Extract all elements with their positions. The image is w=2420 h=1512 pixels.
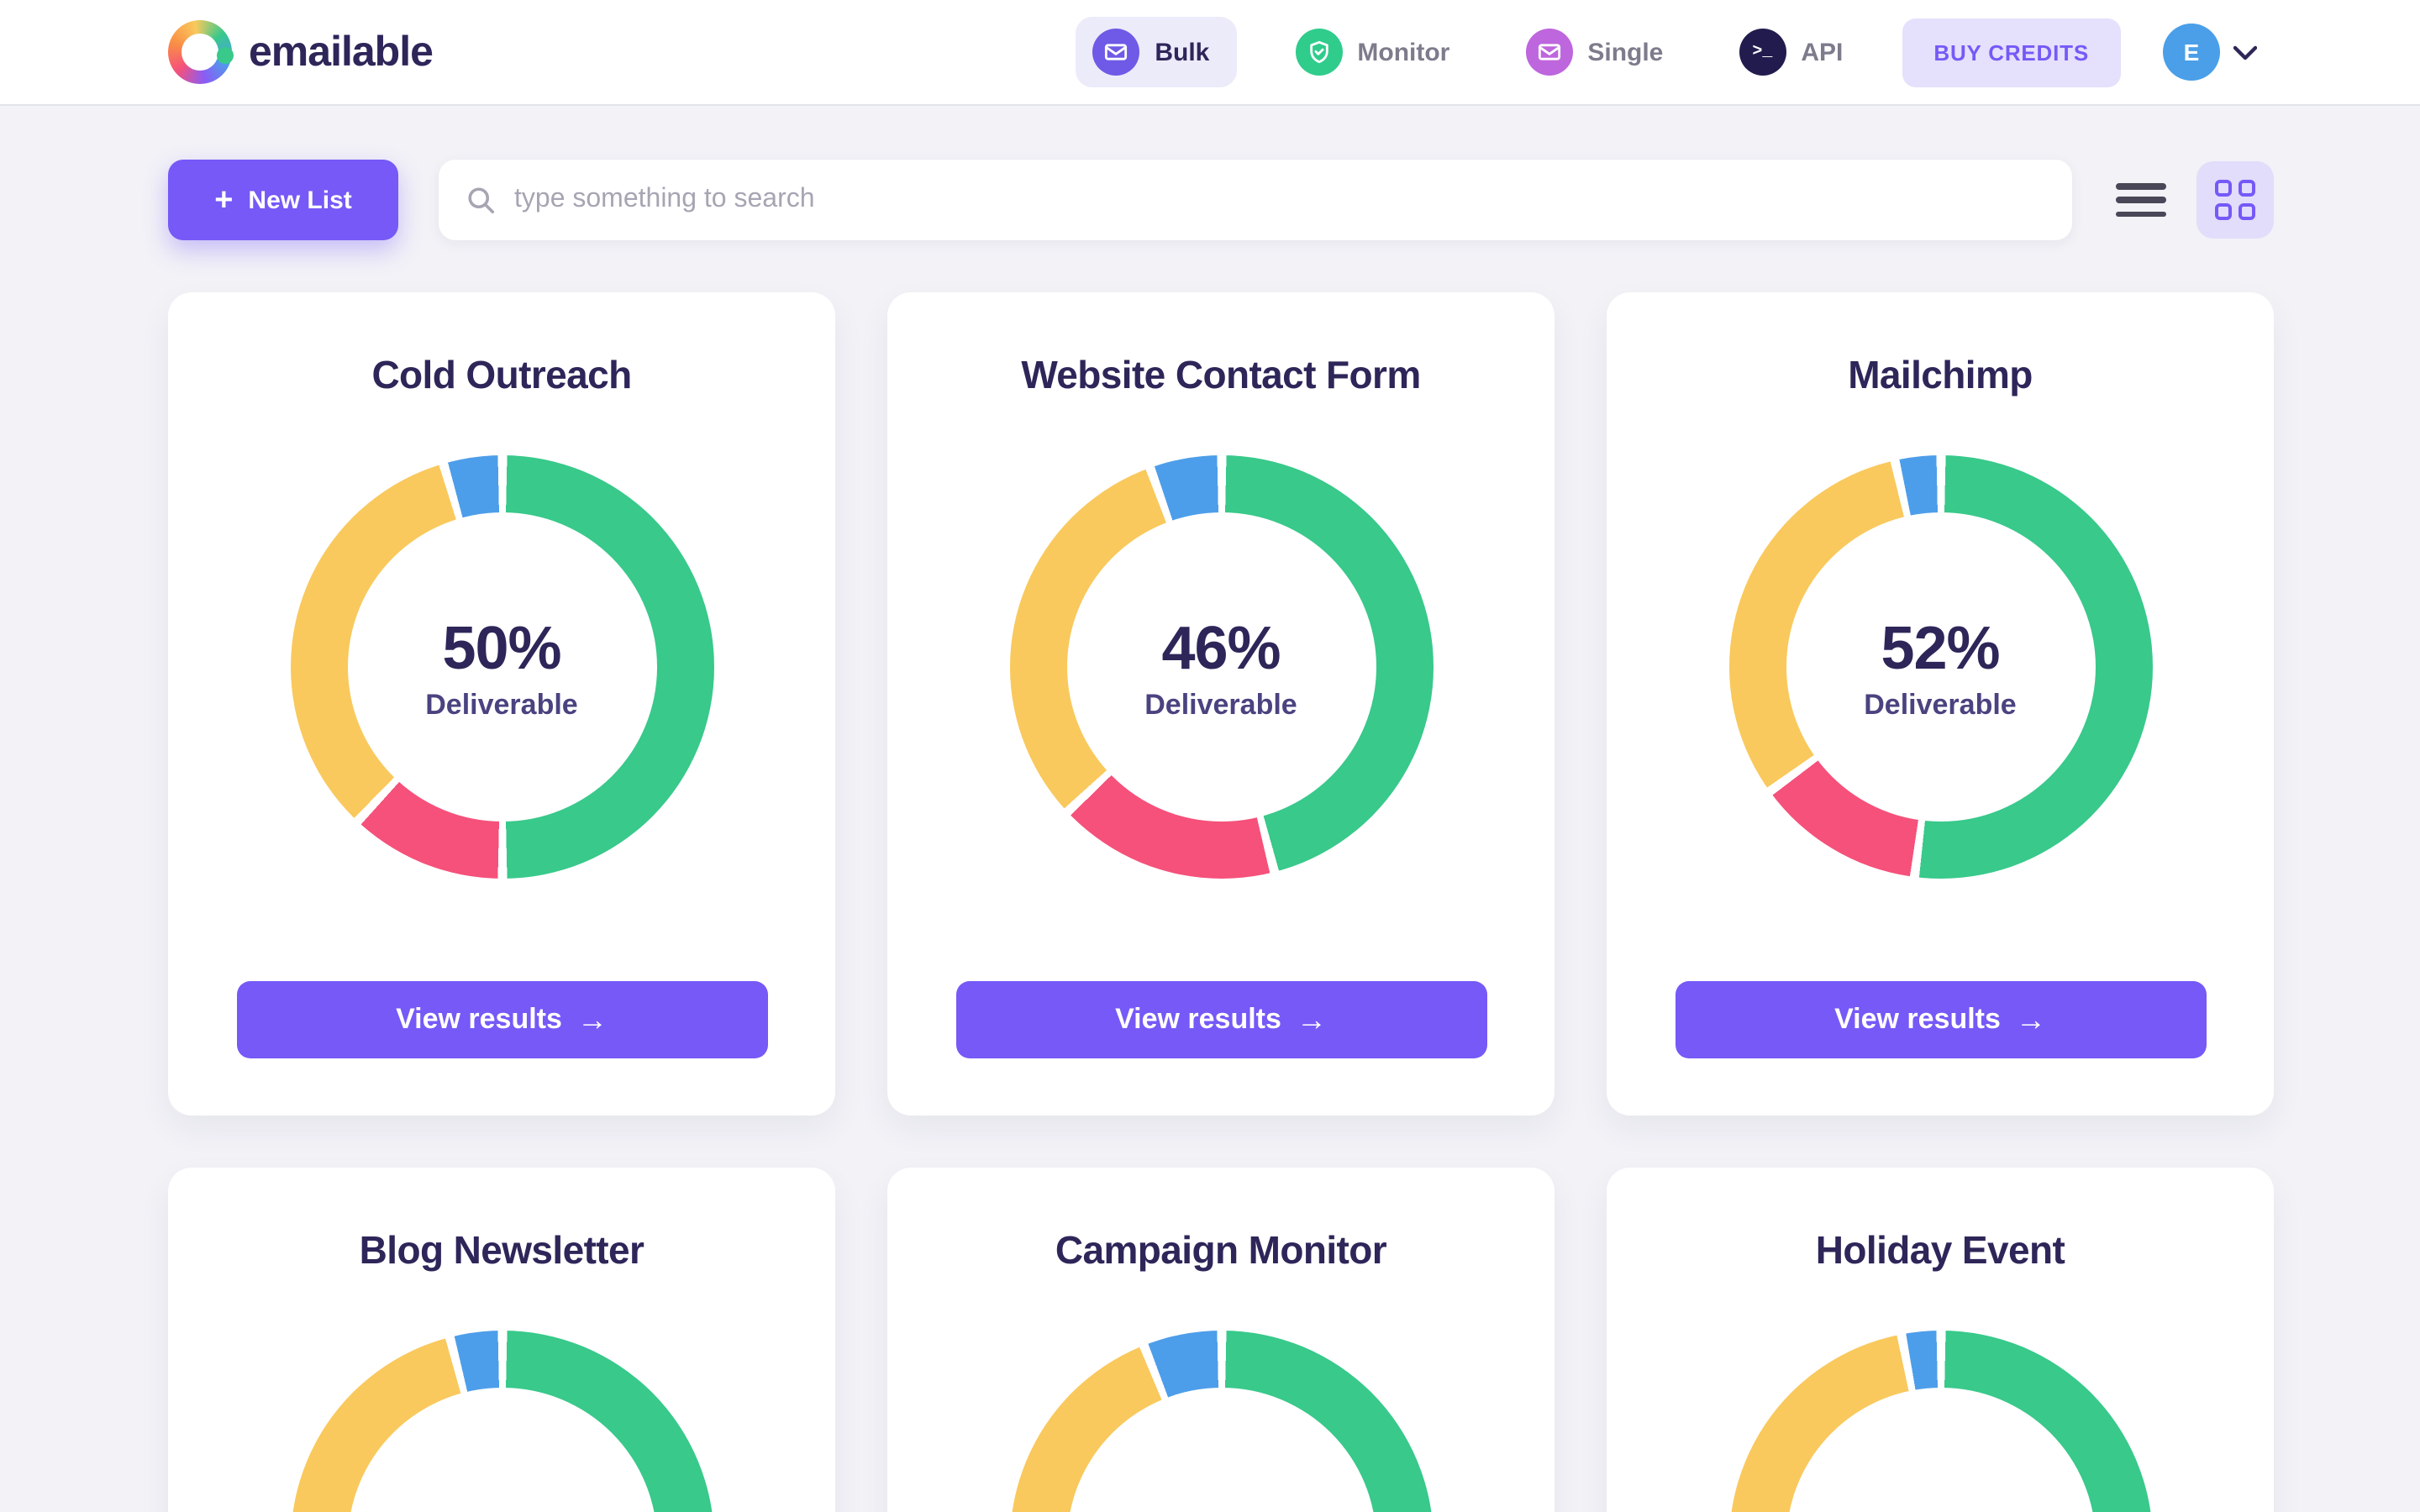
bulk-envelope-icon (1092, 29, 1140, 76)
deliverable-percentage: 52% (1881, 612, 2000, 681)
nav-item-label: Monitor (1357, 38, 1450, 66)
list-card: Blog Newsletter View results → (168, 1168, 835, 1512)
nav-item-label: Single (1587, 38, 1664, 66)
new-list-label: New List (248, 186, 352, 214)
nav-item-label: Bulk (1155, 38, 1210, 66)
deliverable-percentage: 50% (442, 612, 561, 681)
arrow-right-icon: → (2015, 1003, 2046, 1037)
plus-icon: + (214, 182, 234, 218)
avatar: E (2163, 24, 2220, 81)
search-icon (468, 187, 495, 214)
nav-item-single[interactable]: Single (1508, 17, 1680, 87)
view-results-button[interactable]: View results → (1675, 981, 2206, 1058)
nav-item-bulk[interactable]: Bulk (1076, 17, 1237, 87)
grid-view-button[interactable] (2196, 161, 2274, 239)
view-toggles (2116, 161, 2274, 239)
navbar-menu: Bulk Monitor Single >_ API BUY CREDITS (1076, 17, 2257, 87)
chevron-down-icon (2233, 45, 2257, 60)
deliverability-donut-chart: 46% Deliverable (1009, 455, 1433, 879)
nav-item-label: API (1801, 38, 1844, 66)
donut-center (347, 1388, 656, 1512)
list-card: Website Contact Form 46% Deliverable Vie… (887, 292, 1555, 1116)
account-menu[interactable]: E (2163, 24, 2257, 81)
arrow-right-icon: → (1296, 1003, 1327, 1037)
search-input[interactable] (514, 185, 2045, 215)
list-title: Mailchimp (1848, 353, 2033, 396)
buy-credits-button[interactable]: BUY CREDITS (1902, 18, 2121, 87)
view-results-label: View results (1115, 1003, 1281, 1035)
list-view-button[interactable] (2116, 180, 2166, 220)
brand-name: emailable (249, 28, 434, 75)
donut-center: 52% Deliverable (1786, 512, 2095, 822)
list-title: Holiday Event (1815, 1228, 2065, 1272)
list-title: Blog Newsletter (359, 1228, 644, 1272)
envelope-icon (1525, 29, 1573, 76)
lists-grid: Cold Outreach 50% Deliverable View resul… (168, 292, 2274, 1512)
donut-center (1786, 1388, 2095, 1512)
list-title: Website Contact Form (1021, 353, 1421, 396)
list-card: Campaign Monitor View results → (887, 1168, 1555, 1512)
terminal-icon: >_ (1739, 29, 1786, 76)
emailable-logo-icon (168, 20, 234, 84)
arrow-right-icon: → (576, 1003, 608, 1037)
new-list-button[interactable]: + New List (168, 160, 398, 240)
deliverability-donut-chart (1728, 1331, 2152, 1512)
list-card: Cold Outreach 50% Deliverable View resul… (168, 292, 835, 1116)
view-results-label: View results (1834, 1003, 2001, 1035)
deliverable-label: Deliverable (1864, 688, 2017, 720)
list-toolbar: + New List (168, 160, 2274, 240)
nav-item-api[interactable]: >_ API (1722, 17, 1860, 87)
deliverable-percentage: 46% (1161, 612, 1281, 681)
list-title: Cold Outreach (371, 353, 632, 396)
deliverability-donut-chart: 52% Deliverable (1728, 455, 2152, 879)
deliverable-label: Deliverable (425, 688, 578, 720)
donut-center (1066, 1388, 1376, 1512)
donut-center: 50% Deliverable (347, 512, 656, 822)
list-title: Campaign Monitor (1055, 1228, 1387, 1272)
view-results-button[interactable]: View results → (955, 981, 1486, 1058)
list-card: Holiday Event View results → (1607, 1168, 2274, 1512)
deliverability-donut-chart (1009, 1331, 1433, 1512)
shield-check-icon (1295, 29, 1343, 76)
nav-item-monitor[interactable]: Monitor (1278, 17, 1466, 87)
donut-center: 46% Deliverable (1066, 512, 1376, 822)
view-results-button[interactable]: View results → (236, 981, 767, 1058)
deliverability-donut-chart: 50% Deliverable (290, 455, 713, 879)
brand-logo[interactable]: emailable (168, 20, 434, 84)
top-navbar: emailable Bulk Monitor Single (0, 0, 2420, 104)
deliverable-label: Deliverable (1144, 688, 1297, 720)
search-bar[interactable] (439, 160, 2072, 240)
deliverability-donut-chart (290, 1331, 713, 1512)
grid-icon (2215, 180, 2255, 220)
view-results-label: View results (396, 1003, 562, 1035)
list-card: Mailchimp 52% Deliverable View results → (1607, 292, 2274, 1116)
